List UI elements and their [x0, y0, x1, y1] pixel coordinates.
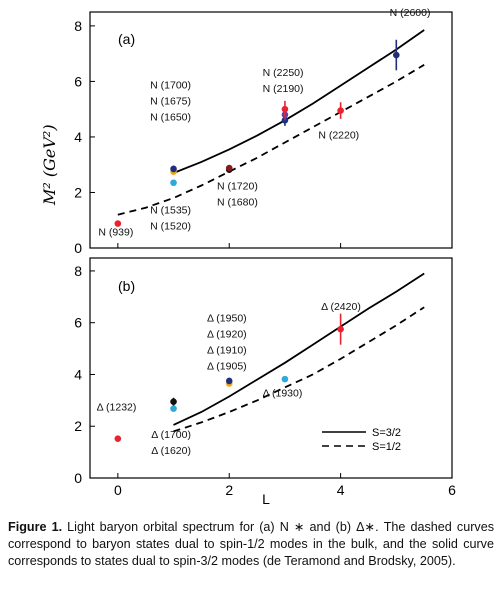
state-label: N (1650)	[150, 111, 191, 123]
y-tick-label: 0	[74, 470, 82, 486]
state-label: N (1535)	[150, 204, 191, 216]
y-tick-label: 6	[74, 315, 82, 331]
baryon-spectrum-figure: (a) (b) M² (GeV²) L S=3/2 S=1/2 0 2 4 6 8 N (…	[40, 7, 457, 507]
caption-text: Light baryon orbital spectrum for (a) N …	[8, 520, 494, 568]
data-point	[225, 164, 233, 172]
x-axis-label: L	[262, 491, 270, 507]
state-label: N (1680)	[217, 197, 258, 209]
data-point	[393, 51, 400, 59]
data-point	[114, 220, 122, 227]
data-point	[337, 325, 344, 333]
state-label: N (2600)	[390, 7, 431, 19]
dashed-curve	[173, 306, 425, 433]
y-tick-label: 8	[74, 263, 82, 279]
legend-dashed-label: S=1/2	[372, 441, 401, 453]
figure-caption: Figure 1. Light baryon orbital spectrum …	[8, 519, 494, 570]
state-label: N (1675)	[150, 95, 191, 107]
x-tick-label: 6	[448, 482, 456, 498]
state-label: Δ (1905)	[207, 360, 247, 372]
dashed-curve	[117, 64, 425, 216]
state-label: Δ (1950)	[207, 312, 247, 324]
state-label: Δ (1232)	[97, 402, 137, 414]
state-label: N (2220)	[318, 129, 359, 141]
data-point	[225, 377, 233, 385]
solid-curve	[173, 29, 425, 174]
state-label: N (2250)	[263, 67, 304, 79]
state-label: N (1700)	[150, 79, 191, 91]
caption-label: Figure 1.	[8, 520, 63, 534]
x-tick-label: 2	[225, 482, 233, 498]
data-point	[170, 398, 177, 405]
state-label: N (1720)	[217, 181, 258, 193]
state-label: Δ (1910)	[207, 344, 247, 356]
state-label: Δ (1920)	[207, 328, 247, 340]
state-label: Δ (1930)	[263, 387, 303, 399]
state-label: N (1520)	[150, 220, 191, 232]
y-tick-label: 0	[74, 240, 82, 256]
y-tick-label: 4	[74, 366, 82, 382]
panel-a-label: (a)	[118, 31, 135, 47]
y-tick-label: 8	[74, 18, 82, 34]
data-point	[170, 405, 177, 412]
y-tick-label: 6	[74, 73, 82, 89]
data-point	[337, 107, 344, 114]
data-point	[114, 435, 122, 442]
state-label: Δ (2420)	[321, 301, 361, 313]
state-label: N (2190)	[263, 83, 304, 95]
y-axis-label: M² (GeV²)	[40, 124, 59, 206]
x-tick-label: 0	[114, 482, 122, 498]
y-tick-label: 4	[74, 129, 82, 145]
panel-b-label: (b)	[118, 278, 135, 294]
solid-curve	[173, 272, 425, 426]
data-point	[281, 105, 289, 113]
data-point	[170, 165, 177, 173]
x-tick-label: 4	[337, 482, 345, 498]
data-point	[281, 375, 289, 383]
state-label: Δ (1700)	[151, 429, 191, 441]
y-tick-label: 2	[74, 418, 82, 434]
panel-a-frame	[89, 11, 453, 249]
panel-b-frame	[89, 257, 453, 479]
legend: S=3/2 S=1/2	[322, 427, 401, 453]
state-label: Δ (1620)	[151, 445, 191, 457]
state-label: N (939)	[98, 227, 133, 239]
legend-solid-label: S=3/2	[372, 427, 401, 439]
y-tick-label: 2	[74, 184, 82, 200]
data-point	[170, 179, 177, 187]
